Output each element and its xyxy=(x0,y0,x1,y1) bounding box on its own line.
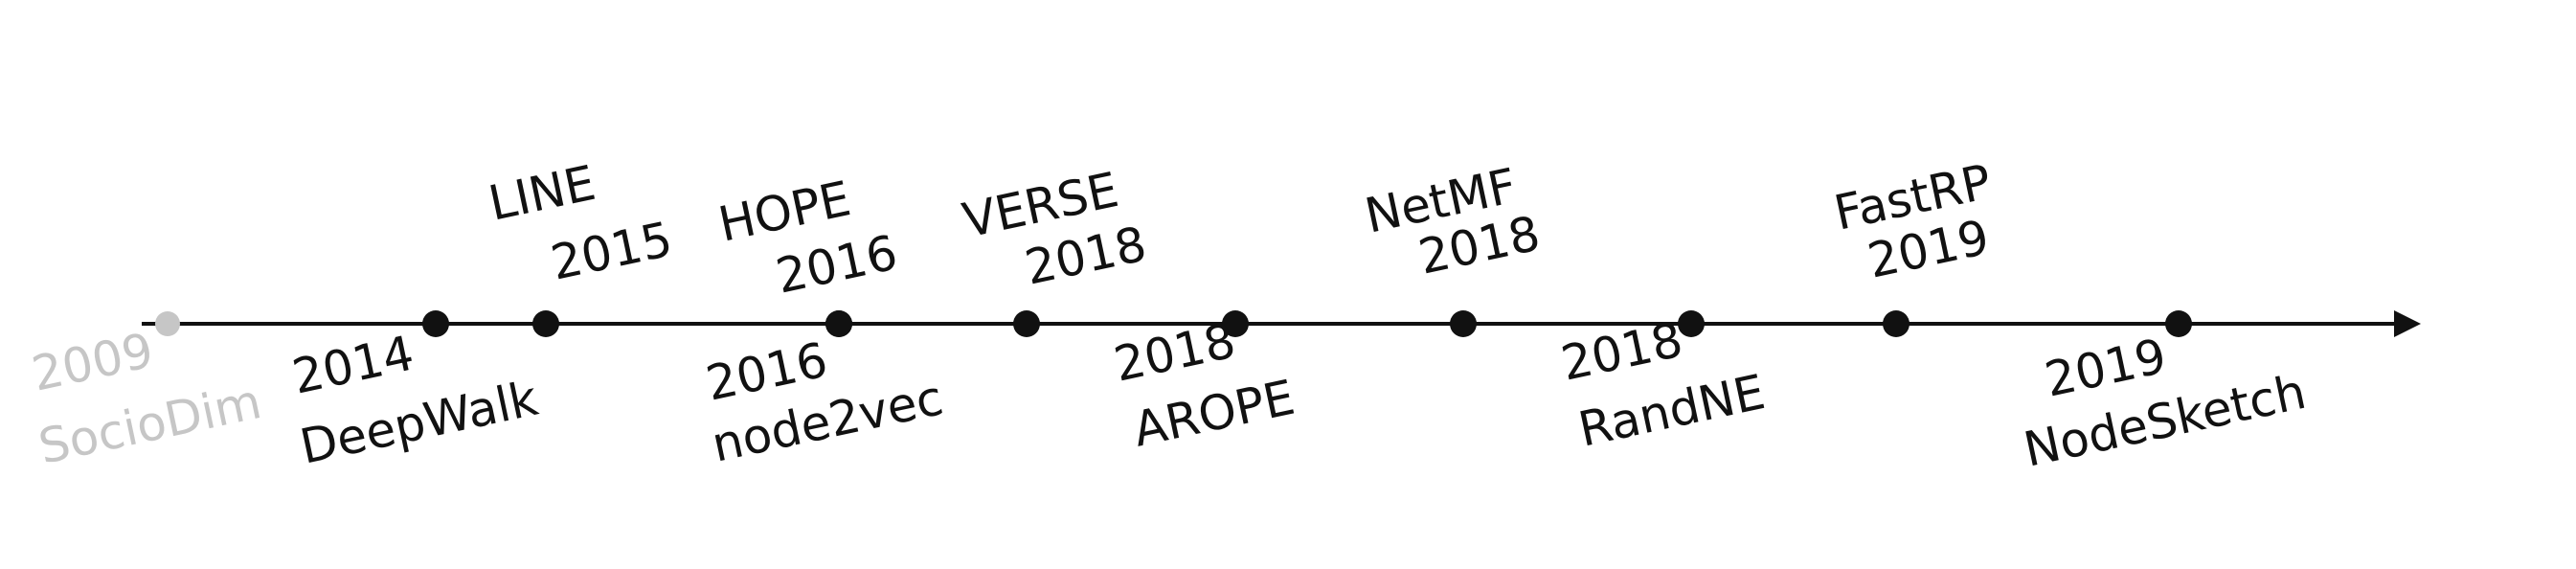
event-dot-nodesketch xyxy=(2165,310,2192,337)
event-dot-randne xyxy=(1678,310,1705,337)
event-year-line: 2015 xyxy=(546,212,677,291)
event-dot-netmf xyxy=(1450,310,1477,337)
event-dot-deepwalk xyxy=(422,310,449,337)
timeline-arrowhead xyxy=(2394,310,2421,337)
event-dot-node2vec xyxy=(825,310,852,337)
event-dot-verse xyxy=(1013,310,1040,337)
event-dot-sociodim xyxy=(155,311,180,336)
event-dot-line xyxy=(532,310,559,337)
event-year-deepwalk: 2014 xyxy=(287,326,418,405)
event-year-sociodim: 2009 xyxy=(27,323,158,402)
event-dot-arope xyxy=(1222,310,1249,337)
event-name-line: LINE xyxy=(484,155,599,232)
event-dot-fastrp xyxy=(1883,310,1909,337)
